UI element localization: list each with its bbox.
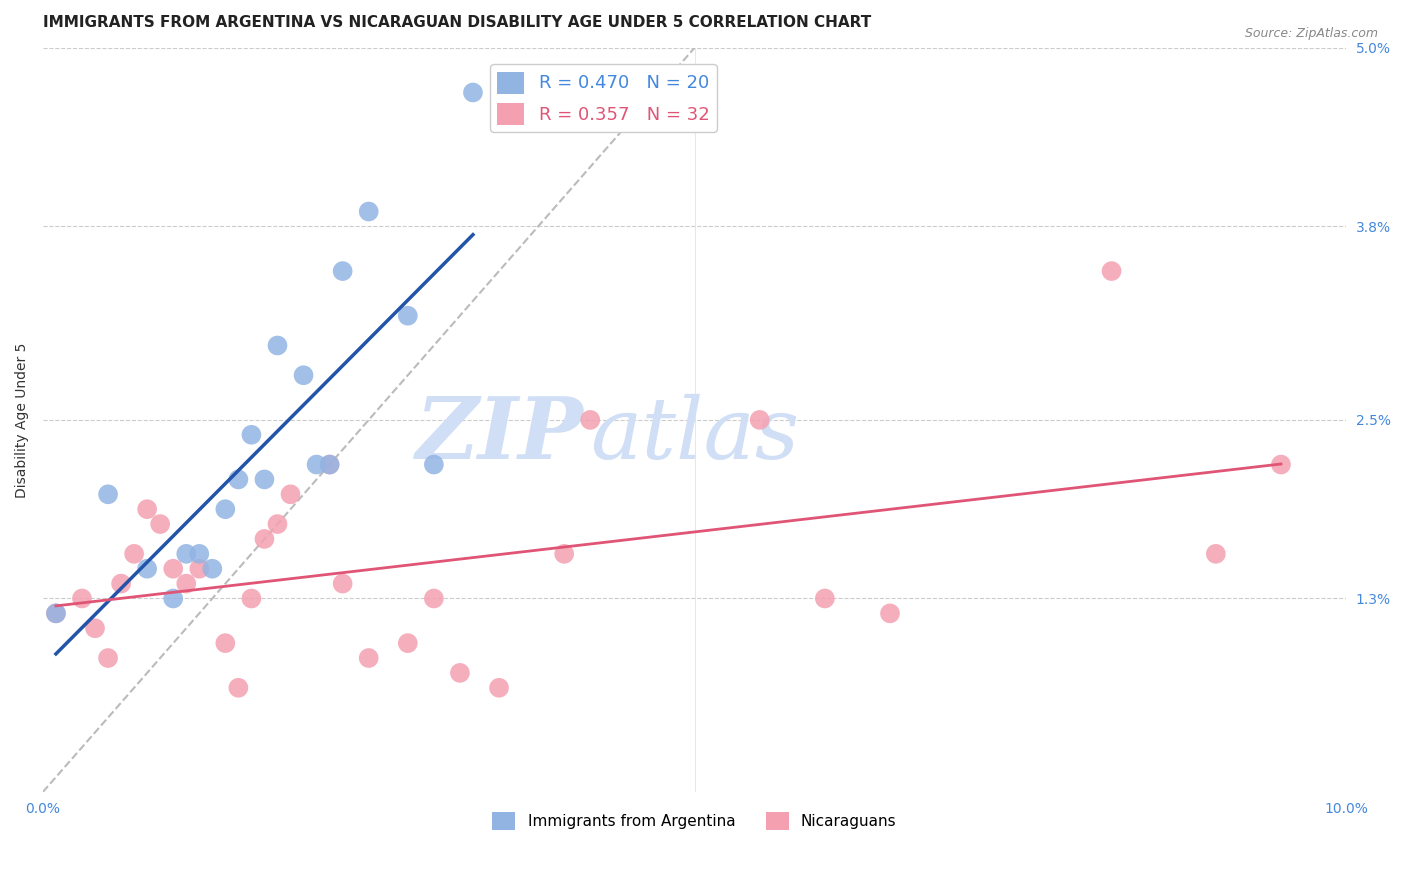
- Point: [553, 547, 575, 561]
- Point: [240, 427, 263, 442]
- Point: [136, 502, 159, 516]
- Point: [488, 681, 510, 695]
- Point: [97, 487, 120, 501]
- Text: IMMIGRANTS FROM ARGENTINA VS NICARAGUAN DISABILITY AGE UNDER 5 CORRELATION CHART: IMMIGRANTS FROM ARGENTINA VS NICARAGUAN …: [44, 15, 872, 30]
- Point: [253, 472, 276, 486]
- Point: [136, 562, 159, 576]
- Point: [423, 591, 446, 606]
- Point: [814, 591, 837, 606]
- Point: [396, 636, 419, 650]
- Point: [240, 591, 263, 606]
- Point: [879, 607, 901, 621]
- Point: [449, 665, 471, 680]
- Point: [280, 487, 302, 501]
- Text: atlas: atlas: [591, 393, 800, 476]
- Point: [1270, 458, 1292, 472]
- Point: [162, 591, 184, 606]
- Point: [84, 621, 107, 635]
- Point: [579, 413, 602, 427]
- Legend: Immigrants from Argentina, Nicaraguans: Immigrants from Argentina, Nicaraguans: [486, 805, 903, 837]
- Point: [253, 532, 276, 546]
- Point: [423, 458, 446, 472]
- Point: [188, 547, 211, 561]
- Point: [266, 517, 288, 532]
- Point: [1205, 547, 1227, 561]
- Point: [305, 458, 328, 472]
- Point: [266, 338, 288, 352]
- Point: [97, 651, 120, 665]
- Point: [45, 607, 67, 621]
- Point: [332, 576, 354, 591]
- Point: [396, 309, 419, 323]
- Point: [1101, 264, 1123, 278]
- Point: [201, 562, 224, 576]
- Point: [214, 636, 236, 650]
- Point: [357, 204, 380, 219]
- Point: [228, 472, 250, 486]
- Point: [357, 651, 380, 665]
- Point: [228, 681, 250, 695]
- Point: [332, 264, 354, 278]
- Point: [188, 562, 211, 576]
- Point: [45, 607, 67, 621]
- Point: [110, 576, 132, 591]
- Point: [318, 458, 340, 472]
- Point: [174, 547, 197, 561]
- Text: Source: ZipAtlas.com: Source: ZipAtlas.com: [1244, 27, 1378, 40]
- Point: [70, 591, 93, 606]
- Point: [748, 413, 770, 427]
- Y-axis label: Disability Age Under 5: Disability Age Under 5: [15, 343, 30, 498]
- Point: [214, 502, 236, 516]
- Point: [122, 547, 145, 561]
- Point: [292, 368, 315, 383]
- Text: ZIP: ZIP: [416, 393, 583, 476]
- Point: [174, 576, 197, 591]
- Point: [149, 517, 172, 532]
- Point: [318, 458, 340, 472]
- Point: [461, 86, 484, 100]
- Point: [162, 562, 184, 576]
